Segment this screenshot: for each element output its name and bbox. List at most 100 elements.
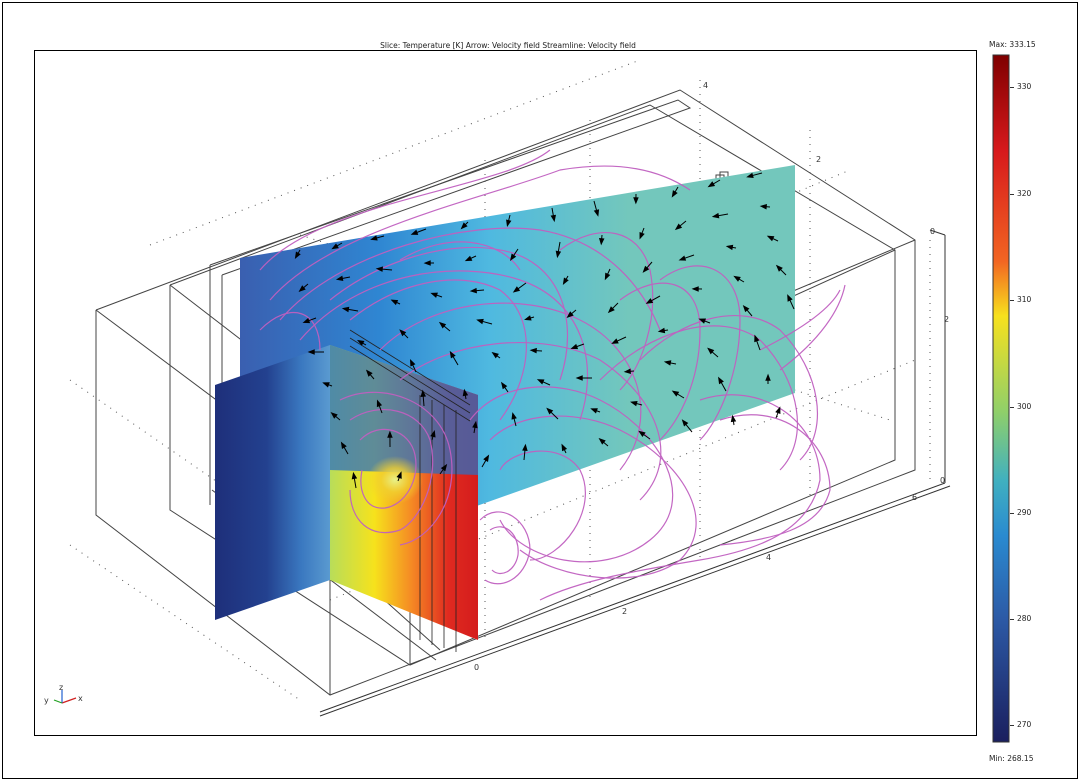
velocity-arrow-head <box>430 429 436 438</box>
z-tick-0-bottom: 0 <box>940 476 945 485</box>
velocity-arrow-head <box>370 235 378 241</box>
y-tick-4: 4 <box>703 81 708 90</box>
velocity-arrow-head <box>464 255 473 262</box>
velocity-arrow-head <box>462 388 469 397</box>
velocity-arrow-head <box>611 338 619 344</box>
triad-y-label: y <box>44 696 49 705</box>
x-tick-2: 2 <box>622 607 627 616</box>
plot-title: Slice: Temperature [K] Arrow: Velocity f… <box>380 41 636 50</box>
velocity-arrow-head <box>294 251 301 260</box>
triad-z-label: z <box>59 683 63 692</box>
velocity-arrows <box>294 172 795 489</box>
velocity-arrow-head <box>562 277 569 285</box>
velocity-arrow-head <box>423 260 431 266</box>
axis-triad: y z x <box>44 683 83 705</box>
velocity-arrow-head <box>476 318 484 325</box>
colorbar-tick-label: 280 <box>1017 614 1032 623</box>
velocity-arrow-head <box>787 294 793 302</box>
x-tick-4: 4 <box>766 553 771 562</box>
velocity-arrow-head <box>365 369 373 377</box>
velocity-arrow-head <box>707 181 716 188</box>
velocity-arrow-head <box>335 275 344 282</box>
colorbar-tick-label: 290 <box>1017 508 1032 517</box>
velocity-arrow-head <box>630 400 638 407</box>
velocity-arrow-head <box>396 471 402 479</box>
velocity-arrow-head <box>449 350 456 359</box>
velocity-arrow-head <box>555 250 562 259</box>
velocity-arrow-head <box>438 321 447 329</box>
velocity-arrow-head <box>420 389 426 397</box>
velocity-arrow-head <box>765 373 771 381</box>
velocity-arrow-head <box>331 243 339 250</box>
velocity-arrow-head <box>642 265 650 273</box>
velocity-arrow-head <box>341 306 350 313</box>
velocity-arrow-head <box>298 285 306 292</box>
axis-labels: 0 2 4 6 2 4 0 2 0 <box>474 81 949 672</box>
velocity-arrow-head <box>657 327 666 334</box>
z-tick-0-top: 0 <box>930 227 935 236</box>
velocity-arrow-head <box>691 286 699 292</box>
velocity-arrow-head <box>302 317 311 324</box>
velocity-arrow-head <box>500 381 508 390</box>
y-tick-2: 2 <box>816 155 821 164</box>
colorbar-tick-label: 270 <box>1017 720 1032 729</box>
velocity-arrow-head <box>733 275 741 282</box>
colorbar-tick-mark <box>1010 194 1014 195</box>
velocity-arrow-head <box>707 347 715 355</box>
velocity-arrow-head <box>376 399 383 408</box>
plot-area[interactable] <box>34 50 977 736</box>
velocity-arrow-head <box>512 286 521 293</box>
colorbar-tick-mark <box>1010 619 1014 620</box>
velocity-arrow-head <box>730 414 737 423</box>
velocity-arrow-head <box>638 430 646 438</box>
velocity-arrow-head <box>522 443 528 452</box>
velocity-arrow-head <box>674 223 683 231</box>
velocity-arrow-head <box>472 420 478 429</box>
velocity-arrow-head <box>623 368 631 375</box>
velocity-arrow-head <box>645 298 654 304</box>
velocity-arrow-head <box>483 454 490 463</box>
slice-front <box>215 345 330 620</box>
velocity-arrow-head <box>469 287 477 294</box>
colorbar-tick-mark <box>1010 407 1014 408</box>
velocity-arrow-head <box>746 172 754 179</box>
partition-slabs <box>349 329 471 652</box>
axis-ground-lines <box>319 229 951 717</box>
velocity-arrow-head <box>460 222 468 230</box>
velocity-arrow-head <box>775 264 783 272</box>
colorbar-tick-label: 300 <box>1017 402 1032 411</box>
velocity-arrow-head <box>633 197 639 205</box>
velocity-arrow-head <box>711 212 720 219</box>
velocity-arrow-head <box>375 266 383 272</box>
velocity-arrow-head <box>698 318 707 324</box>
velocity-arrow-head <box>529 347 537 354</box>
velocity-arrow-head <box>399 329 407 337</box>
velocity-arrow-head <box>409 358 416 367</box>
x-tick-6: 6 <box>912 493 917 502</box>
colorbar-tick-mark <box>1010 725 1014 726</box>
velocity-arrow-head <box>509 253 517 261</box>
colorbar-gradient <box>992 54 1010 743</box>
velocity-arrow-head <box>593 209 600 217</box>
velocity-arrow-head <box>671 390 680 397</box>
velocity-arrow-head <box>351 471 358 480</box>
velocity-arrow-head <box>440 463 448 472</box>
colorbar-tick-mark <box>1010 300 1014 301</box>
colorbar-min-label: Min: 268.15 <box>989 754 1034 763</box>
hot-spot <box>367 456 423 504</box>
velocity-arrow-head <box>356 339 365 346</box>
velocity-arrow-head <box>430 292 438 298</box>
colorbar-tick-mark <box>1010 513 1014 514</box>
velocity-arrow-head <box>330 412 338 419</box>
velocity-arrow-head <box>536 379 545 385</box>
colorbar-tick-mark <box>1010 87 1014 88</box>
velocity-arrow-head <box>390 299 399 306</box>
velocity-arrow-head <box>766 235 775 242</box>
velocity-arrow-head <box>604 272 611 281</box>
velocity-arrow-head <box>754 334 760 343</box>
velocity-arrow-head <box>775 406 781 414</box>
velocity-arrow-head <box>307 349 315 355</box>
velocity-arrow-head <box>546 407 554 415</box>
velocity-arrow-head <box>759 203 767 210</box>
